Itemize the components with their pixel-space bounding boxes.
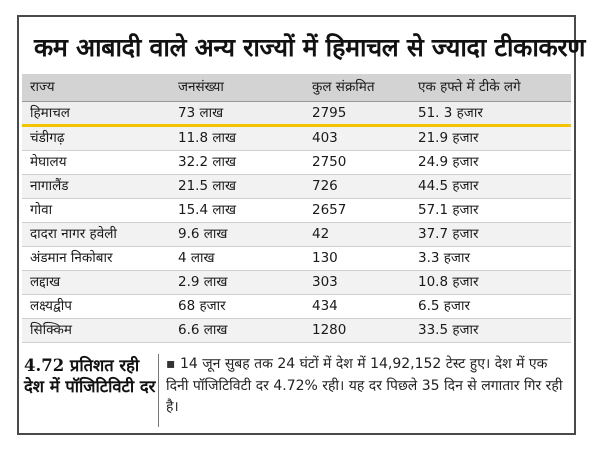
cell-state: मेघालय	[30, 154, 67, 170]
cell-infected: 1280	[312, 322, 347, 338]
cell-vaccinated: 3.3 हजार	[418, 250, 470, 266]
col-header-population: जनसंख्या	[178, 79, 224, 95]
positivity-rate-heading: 4.72 प्रतिशत रही देश में पॉजिटिविटी दर	[24, 356, 156, 396]
cell-population: 11.8 लाख	[178, 130, 237, 146]
table-row: लद्दाख 2.9 लाख 303 10.8 हजार	[22, 271, 571, 295]
cell-infected: 42	[312, 226, 330, 242]
table-header-row: राज्य जनसंख्या कुल संक्रमित एक हफ्ते में…	[22, 74, 571, 102]
table-row: हिमाचल 73 लाख 2795 51. 3 हजार	[22, 102, 571, 127]
cell-population: 15.4 लाख	[178, 202, 237, 218]
cell-population: 4 लाख	[178, 250, 215, 266]
table-row: दादरा नागर हवेली 9.6 लाख 42 37.7 हजार	[22, 223, 571, 247]
table-row: गोवा 15.4 लाख 2657 57.1 हजार	[22, 199, 571, 223]
table-row: नागालैंड 21.5 लाख 726 44.5 हजार	[22, 175, 571, 199]
cell-vaccinated: 44.5 हजार	[418, 178, 479, 194]
cell-vaccinated: 37.7 हजार	[418, 226, 479, 242]
cell-vaccinated: 10.8 हजार	[418, 274, 479, 290]
cell-infected: 2657	[312, 202, 347, 218]
headline: कम आबादी वाले अन्य राज्यों में हिमाचल से…	[34, 33, 586, 62]
bullet-icon: ▪	[166, 356, 176, 372]
cell-state: हिमाचल	[30, 105, 70, 121]
cell-population: 21.5 लाख	[178, 178, 237, 194]
col-header-state: राज्य	[30, 79, 55, 95]
callout-body: ▪ 14 जून सुबह तक 24 घंटों में देश में 14…	[166, 354, 566, 419]
cell-population: 68 हजार	[178, 298, 226, 314]
cell-vaccinated: 24.9 हजार	[418, 154, 479, 170]
table-row: अंडमान निकोबार 4 लाख 130 3.3 हजार	[22, 247, 571, 271]
data-table: राज्य जनसंख्या कुल संक्रमित एक हफ्ते में…	[22, 74, 571, 343]
cell-state: अंडमान निकोबार	[30, 250, 113, 266]
col-header-vaccinated-week: एक हफ्ते में टीके लगे	[418, 79, 521, 95]
cell-infected: 434	[312, 298, 338, 314]
table-row: चंडीगढ़ 11.8 लाख 403 21.9 हजार	[22, 127, 571, 151]
cell-vaccinated: 6.5 हजार	[418, 298, 470, 314]
cell-state: दादरा नागर हवेली	[30, 226, 117, 242]
cell-population: 9.6 लाख	[178, 226, 228, 242]
cell-vaccinated: 57.1 हजार	[418, 202, 479, 218]
cell-population: 2.9 लाख	[178, 274, 228, 290]
cell-infected: 2750	[312, 154, 347, 170]
col-header-total-infected: कुल संक्रमित	[312, 79, 375, 95]
cell-vaccinated: 21.9 हजार	[418, 130, 479, 146]
cell-state: गोवा	[30, 202, 53, 218]
callout-text: 14 जून सुबह तक 24 घंटों में देश में 14,9…	[166, 356, 563, 415]
cell-state: लक्ष्यद्वीप	[30, 298, 72, 314]
table-row: मेघालय 32.2 लाख 2750 24.9 हजार	[22, 151, 571, 175]
cell-state: सिक्किम	[30, 322, 72, 338]
cell-infected: 2795	[312, 105, 347, 121]
table-row: सिक्किम 6.6 लाख 1280 33.5 हजार	[22, 319, 571, 343]
cell-infected: 303	[312, 274, 338, 290]
cell-state: लद्दाख	[30, 274, 61, 290]
cell-population: 73 लाख	[178, 105, 224, 121]
cell-infected: 130	[312, 250, 338, 266]
cell-vaccinated: 33.5 हजार	[418, 322, 479, 338]
cell-infected: 726	[312, 178, 338, 194]
table-row: लक्ष्यद्वीप 68 हजार 434 6.5 हजार	[22, 295, 571, 319]
cell-population: 32.2 लाख	[178, 154, 237, 170]
cell-vaccinated: 51. 3 हजार	[418, 105, 483, 121]
cell-state: नागालैंड	[30, 178, 69, 194]
cell-population: 6.6 लाख	[178, 322, 228, 338]
callout-divider	[158, 354, 159, 427]
cell-infected: 403	[312, 130, 338, 146]
cell-state: चंडीगढ़	[30, 130, 65, 146]
